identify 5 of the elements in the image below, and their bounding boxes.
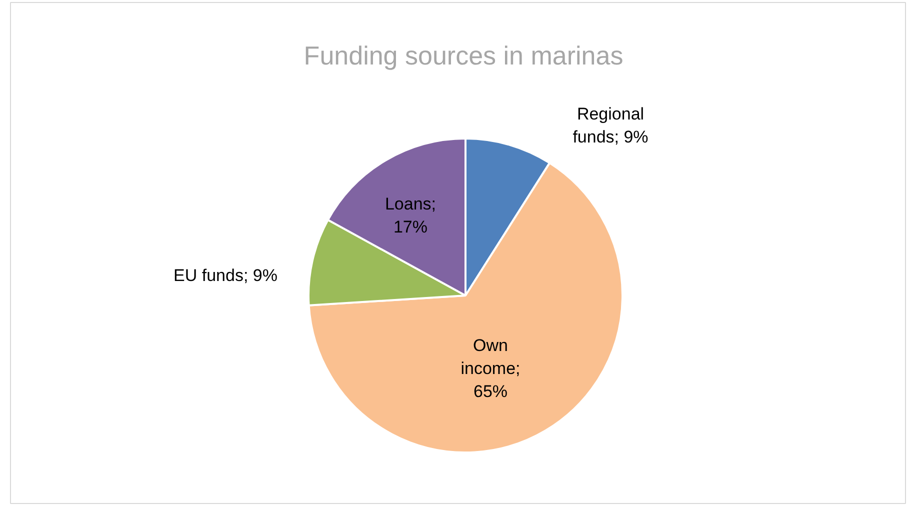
slice-label: Own income; 65% [460, 336, 520, 401]
slice-label: EU funds; 9% [174, 266, 278, 285]
slice-label: Loans; 17% [384, 194, 436, 236]
slice-label: Regional funds; 9% [572, 104, 648, 146]
chart-title: Funding sources in marinas [304, 40, 624, 70]
